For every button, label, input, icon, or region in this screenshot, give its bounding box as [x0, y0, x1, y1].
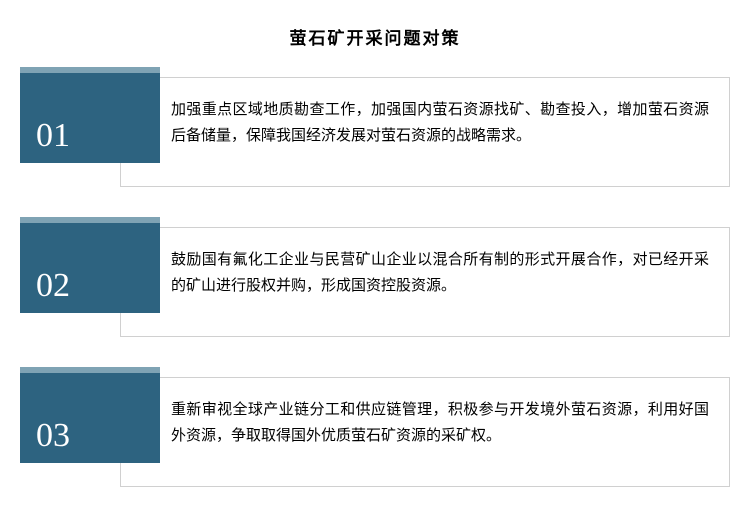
- strategy-item-3: 重新审视全球产业链分工和供应链管理，积极参与开发境外萤石资源，利用好国外资源，争…: [20, 367, 730, 487]
- strategy-content: 加强重点区域地质勘查工作，加强国内萤石资源找矿、勘查投入，增加萤石资源后备储量，…: [120, 77, 730, 187]
- strategy-content: 鼓励国有氟化工企业与民营矿山企业以混合所有制的形式开展合作，对已经开采的矿山进行…: [120, 227, 730, 337]
- strategy-item-1: 加强重点区域地质勘查工作，加强国内萤石资源找矿、勘查投入，增加萤石资源后备储量，…: [20, 67, 730, 187]
- strategy-number-badge: 03: [20, 367, 160, 463]
- strategy-number-badge: 01: [20, 67, 160, 163]
- strategy-number-badge: 02: [20, 217, 160, 313]
- strategy-item-2: 鼓励国有氟化工企业与民营矿山企业以混合所有制的形式开展合作，对已经开采的矿山进行…: [20, 217, 730, 337]
- strategy-content: 重新审视全球产业链分工和供应链管理，积极参与开发境外萤石资源，利用好国外资源，争…: [120, 377, 730, 487]
- page-title: 萤石矿开采问题对策: [0, 0, 750, 67]
